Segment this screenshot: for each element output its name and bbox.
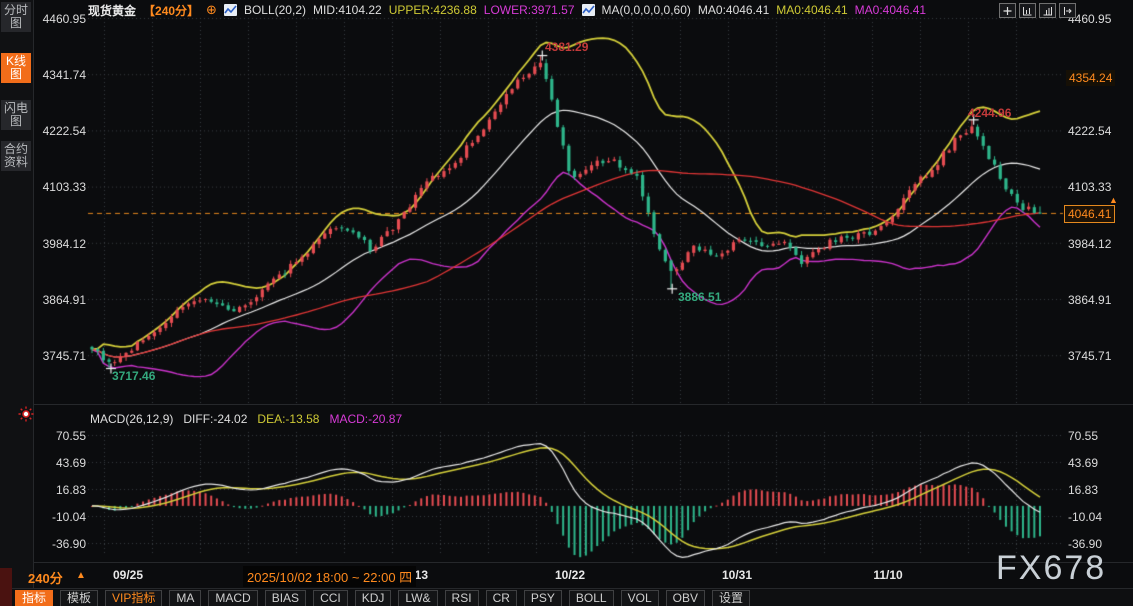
macd-label-right: -36.90: [1068, 537, 1103, 551]
price-label-right: 4460.95: [1068, 12, 1112, 26]
indicator-record-icon[interactable]: [18, 406, 34, 427]
macd-label-left: 43.69: [55, 456, 86, 470]
ma0-yellow-value: MA0:4046.41: [776, 3, 848, 17]
boll-chart-icon: [223, 4, 237, 16]
price-label-left: 4341.74: [42, 68, 86, 82]
boll-mid-value: MID:4104.22: [313, 3, 382, 17]
sidebar-item-timeline[interactable]: 分时图: [1, 2, 31, 32]
crosshair-date-label: 2025/10/02 18:00 ~ 22:00 四: [243, 566, 417, 587]
ma-label: MA(0,0,0,0,0,60): [601, 3, 691, 17]
macd-dea-value: DEA:-13.58: [257, 412, 320, 426]
tab-boll[interactable]: BOLL: [568, 590, 614, 606]
annotation-high: 4244.96: [968, 106, 1012, 120]
price-label-right: 4222.54: [1068, 124, 1112, 138]
price-label-left: 4103.33: [42, 180, 86, 194]
tab-vol[interactable]: VOL: [620, 590, 659, 606]
price-label-left: 3984.12: [42, 237, 86, 251]
annotation-low: 3886.51: [678, 290, 722, 304]
symbol-title: 现货黄金: [88, 3, 137, 18]
price-label-right: 3984.12: [1068, 237, 1112, 251]
macd-header: MACD(26,12,9) DIFF:-24.02 DEA:-13.58 MAC…: [90, 412, 402, 426]
session-high-badge: 4354.24: [1066, 70, 1116, 86]
axis-divider: [34, 562, 1133, 563]
axis-right-chart-icon[interactable]: [1039, 3, 1056, 18]
macd-label-right: 43.69: [1068, 456, 1099, 470]
sidebar-item-contract-info[interactable]: 合约资料: [1, 141, 31, 171]
sidebar-item-kline[interactable]: K线图: [1, 53, 31, 83]
tab-settings[interactable]: 设置: [711, 590, 750, 606]
tab-bias[interactable]: BIAS: [264, 590, 307, 606]
tab-indicator[interactable]: 指标: [15, 590, 54, 606]
ma-chart-icon: [581, 4, 595, 16]
price-label-left: 4222.54: [42, 124, 86, 138]
tab-obv[interactable]: OBV: [665, 590, 705, 606]
price-marker-icon: ▲: [1109, 195, 1118, 205]
axis-left-chart-icon[interactable]: [1019, 3, 1036, 18]
macd-label-right: 16.83: [1068, 483, 1099, 497]
period-arrow-icon[interactable]: ▲: [76, 570, 86, 581]
period-tag[interactable]: 【240分】: [143, 3, 200, 18]
annotation-high: 4381.29: [545, 40, 589, 54]
x-tick: 10/22: [554, 568, 586, 582]
x-tick: 11/10: [873, 568, 903, 582]
tab-psy[interactable]: PSY: [523, 590, 562, 606]
macd-label-left: 16.83: [55, 483, 86, 497]
macd-label-left: -36.90: [51, 537, 86, 551]
current-price-badge: 4046.41: [1064, 205, 1116, 223]
tab-lwr[interactable]: LW&: [398, 590, 438, 606]
price-label-left: 4460.95: [42, 12, 86, 26]
macd-params: MACD(26,12,9): [90, 412, 174, 426]
time-axis: 240分 ▲ 09/25 10/13 10/22 10/31 11/10 202…: [0, 562, 1133, 588]
indicator-tabbar: 指标 模板 VIP指标 MA MACD BIAS CCI KDJ LW& RSI…: [0, 588, 1133, 606]
tab-cci[interactable]: CCI: [313, 590, 348, 606]
x-tick: 09/25: [112, 568, 144, 582]
macd-label-left: 70.55: [55, 429, 86, 443]
watermark: FX678: [996, 549, 1107, 587]
pane-divider: [34, 404, 1133, 405]
annotation-low: 3717.46: [112, 369, 156, 383]
ma0-magenta-value: MA0:4046.41: [854, 3, 927, 17]
sidebar-item-lightning[interactable]: 闪电图: [1, 100, 31, 130]
ma0-white-value: MA0:4046.41: [697, 3, 770, 17]
crosshair-tool-icon[interactable]: [999, 3, 1016, 18]
macd-macd-value: MACD:-20.87: [329, 412, 403, 426]
tab-ma[interactable]: MA: [169, 590, 202, 606]
pane-expand-icon[interactable]: [1059, 3, 1076, 18]
tab-template[interactable]: 模板: [60, 590, 99, 606]
price-label-right: 3864.91: [1068, 293, 1112, 307]
macd-label-right: 70.55: [1068, 429, 1099, 443]
boll-label: BOLL(20,2): [243, 3, 306, 17]
boll-upper-value: UPPER:4236.88: [388, 3, 477, 17]
price-label-right: 4103.33: [1068, 180, 1112, 194]
boll-lower-value: LOWER:3971.57: [483, 3, 575, 17]
tab-macd[interactable]: MACD: [208, 590, 258, 606]
price-label-right: 3745.71: [1068, 349, 1112, 363]
period-selector[interactable]: 240分: [28, 571, 63, 586]
x-tick: 10/31: [721, 568, 753, 582]
refresh-icon[interactable]: ⊕: [206, 2, 217, 17]
topbar: 现货黄金 【240分】 ⊕ BOLL(20,2) MID:4104.22 UPP…: [88, 0, 926, 20]
macd-label-left: -10.04: [51, 510, 86, 524]
macd-label-right: -10.04: [1068, 510, 1103, 524]
price-label-left: 3864.91: [42, 293, 86, 307]
topbar-tools: [999, 3, 1076, 18]
macd-diff-value: DIFF:-24.02: [183, 412, 248, 426]
sidebar: 分时图 K线图 闪电图 合约资料: [0, 0, 34, 606]
corner-handle[interactable]: [0, 568, 12, 606]
tab-cr[interactable]: CR: [485, 590, 517, 606]
price-label-left: 3745.71: [42, 349, 86, 363]
tab-vip-indicator[interactable]: VIP指标: [105, 590, 163, 606]
tab-kdj[interactable]: KDJ: [354, 590, 392, 606]
tab-rsi[interactable]: RSI: [444, 590, 479, 606]
